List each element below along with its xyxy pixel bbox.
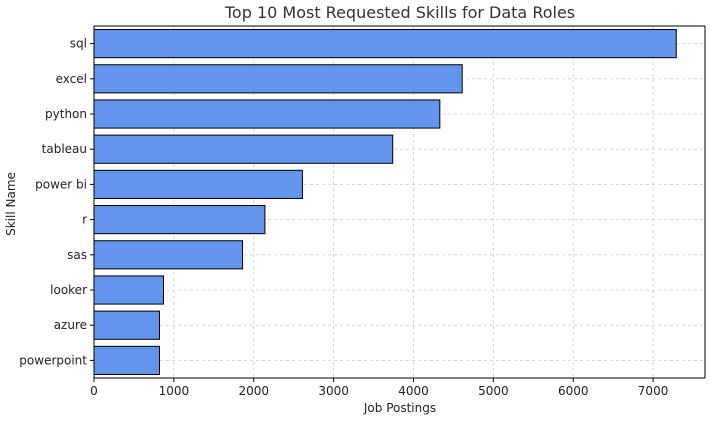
bar-azure [93,310,160,340]
bar-tableau [93,134,394,164]
x-tick-label: 6000 [558,384,589,398]
y-tick-label: python [45,107,87,121]
x-axis-ticks: 0 1000 2000 3000 4000 5000 6000 7000 [90,378,668,398]
bar-sas [93,240,244,270]
x-tick-label: 3000 [318,384,349,398]
y-tick-label: sql [70,37,87,51]
x-tick-label: 5000 [478,384,509,398]
x-tick-label: 2000 [238,384,269,398]
y-tick-label: tableau [42,142,87,156]
x-tick-label: 1000 [159,384,190,398]
bar-python [93,99,441,129]
bar-excel [93,64,463,94]
y-axis-ticks: sql excel python tableau power bi r sas looker a… [19,37,94,367]
y-tick-label: power bi [35,177,87,191]
x-tick-label: 0 [90,384,98,398]
bar-r [93,205,266,235]
x-tick-label: 4000 [398,384,429,398]
bar-looker [93,275,164,305]
bar-sql [93,29,677,59]
y-axis-label: Skill Name [4,172,18,236]
bars [93,29,677,375]
y-tick-label: azure [54,318,87,332]
y-tick-label: powerpoint [19,353,87,367]
y-tick-label: r [82,213,87,227]
chart-title: Top 10 Most Requested Skills for Data Ro… [224,3,575,22]
y-tick-label: excel [56,72,87,86]
x-axis-label: Job Postings [363,401,436,415]
bar-powerpoint [93,345,160,375]
y-tick-label: sas [67,248,87,262]
y-tick-label: looker [50,283,87,297]
axes [93,25,706,379]
bar-power-bi [93,169,303,199]
x-tick-label: 7000 [638,384,669,398]
